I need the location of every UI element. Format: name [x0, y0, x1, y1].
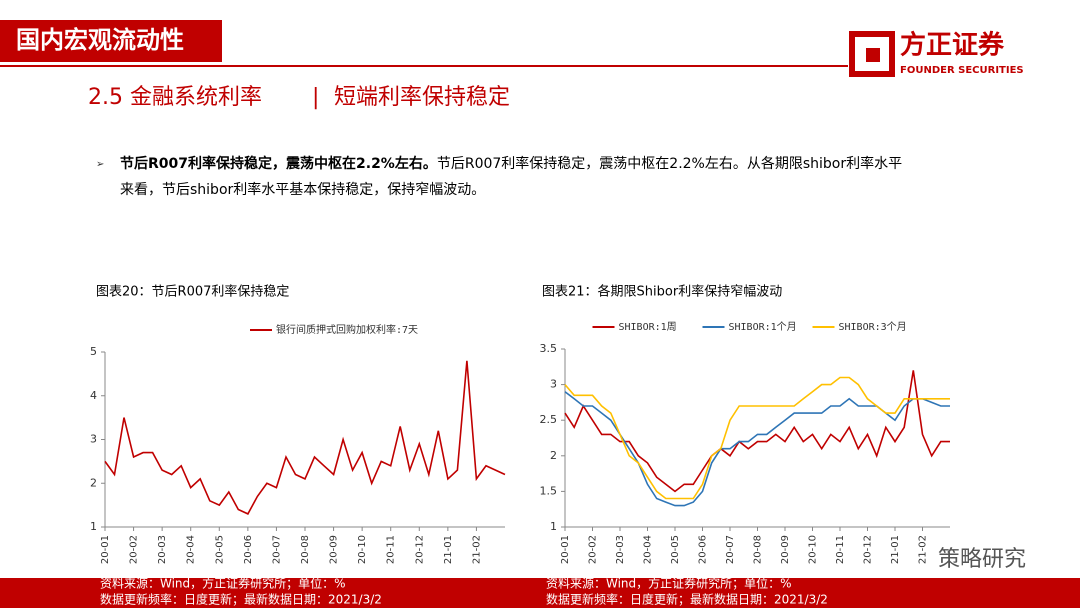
header-tag: 国内宏观流动性: [16, 26, 184, 54]
watermark: 策略研究: [938, 547, 1026, 572]
x-tick-label: 21-01: [890, 535, 901, 564]
bullet-line: 节后R007利率保持稳定，震荡中枢在2.2%左右。节后R007利率保持稳定，震荡…: [120, 155, 902, 172]
x-tick-label: 20-08: [753, 535, 764, 564]
x-tick-label: 20-01: [100, 535, 111, 564]
x-tick-label: 20-07: [725, 535, 736, 564]
x-tick-label: 20-09: [780, 535, 791, 564]
legend-label: SHIBOR:1个月: [729, 321, 797, 333]
x-tick-label: 20-10: [808, 535, 819, 564]
logo-mark: [849, 31, 895, 77]
bullet-line-2: 来看，节后shibor利率水平基本保持稳定，保持窄幅波动。: [120, 181, 485, 198]
bullet-bold: 节后R007利率保持稳定，震荡中枢在2.2%左右。: [120, 155, 437, 172]
source-note: 资料来源：Wind，方正证券研究所；单位：%: [546, 576, 792, 591]
y-tick-label: 2: [550, 449, 557, 462]
x-tick-label: 20-11: [835, 535, 846, 564]
legend-label: 银行间质押式回购加权利率:7天: [276, 323, 418, 336]
y-tick-label: 3.5: [540, 342, 558, 355]
x-tick-label: 20-04: [643, 535, 654, 564]
header-box: [0, 20, 222, 62]
logo-text: 方正证券: [900, 30, 1005, 61]
y-tick-label: 3: [550, 378, 557, 391]
x-tick-label: 20-02: [129, 535, 140, 564]
y-tick-label: 2.5: [540, 413, 558, 426]
legend-label: SHIBOR:3个月: [839, 321, 907, 333]
update-note: 数据更新频率：日度更新；最新数据日期：2021/3/2: [546, 592, 828, 607]
x-tick-label: 21-01: [443, 535, 454, 564]
x-tick-label: 20-02: [588, 535, 599, 564]
x-tick-label: 20-12: [863, 535, 874, 564]
x-tick-label: 20-11: [386, 535, 397, 564]
bullet-text: 节后R007利率保持稳定，震荡中枢在2.2%左右。从各期限shibor利率水平: [437, 155, 902, 172]
x-tick-label: 21-02: [918, 535, 929, 564]
section-subtitle: 短端利率保持稳定: [334, 85, 510, 110]
x-tick-label: 20-05: [214, 535, 225, 564]
y-tick-label: 5: [90, 345, 97, 358]
x-tick-label: 20-04: [186, 535, 197, 564]
x-tick-label: 20-09: [329, 535, 340, 564]
x-tick-label: 20-06: [243, 535, 254, 564]
x-tick-label: 20-05: [670, 535, 681, 564]
footer-band: [0, 578, 1080, 608]
x-tick-label: 20-07: [271, 535, 282, 564]
bullet-marker: ➢: [96, 159, 104, 170]
section-title: 2.5 金融系统利率: [88, 85, 262, 110]
y-tick-label: 1: [90, 520, 97, 533]
series-line: [564, 391, 950, 507]
x-tick-label: 20-12: [414, 535, 425, 564]
x-tick-label: 20-06: [698, 535, 709, 564]
section-separator: |: [312, 85, 319, 110]
y-tick-label: 1.5: [540, 484, 558, 497]
x-tick-label: 21-02: [471, 535, 482, 564]
x-tick-label: 20-08: [300, 535, 311, 564]
series-line: [104, 360, 506, 515]
y-tick-label: 1: [550, 520, 557, 533]
x-tick-label: 20-03: [615, 535, 626, 564]
series-line: [564, 376, 950, 500]
x-tick-label: 20-10: [357, 535, 368, 564]
series-line: [564, 370, 950, 493]
y-tick-label: 3: [90, 433, 97, 446]
y-tick-label: 4: [90, 389, 97, 402]
x-tick-label: 20-01: [560, 535, 571, 564]
chart-caption: 图表21：各期限Shibor利率保持窄幅波动: [542, 284, 782, 300]
legend-label: SHIBOR:1周: [619, 321, 677, 333]
logo-en: FOUNDER SECURITIES: [900, 65, 1024, 76]
y-tick-label: 2: [90, 476, 97, 489]
chart-caption: 图表20：节后R007利率保持稳定: [96, 284, 289, 300]
x-tick-label: 20-03: [157, 535, 168, 564]
source-note: 资料来源：Wind，方正证券研究所；单位：%: [100, 576, 346, 591]
update-note: 数据更新频率：日度更新；最新数据日期：2021/3/2: [100, 592, 382, 607]
